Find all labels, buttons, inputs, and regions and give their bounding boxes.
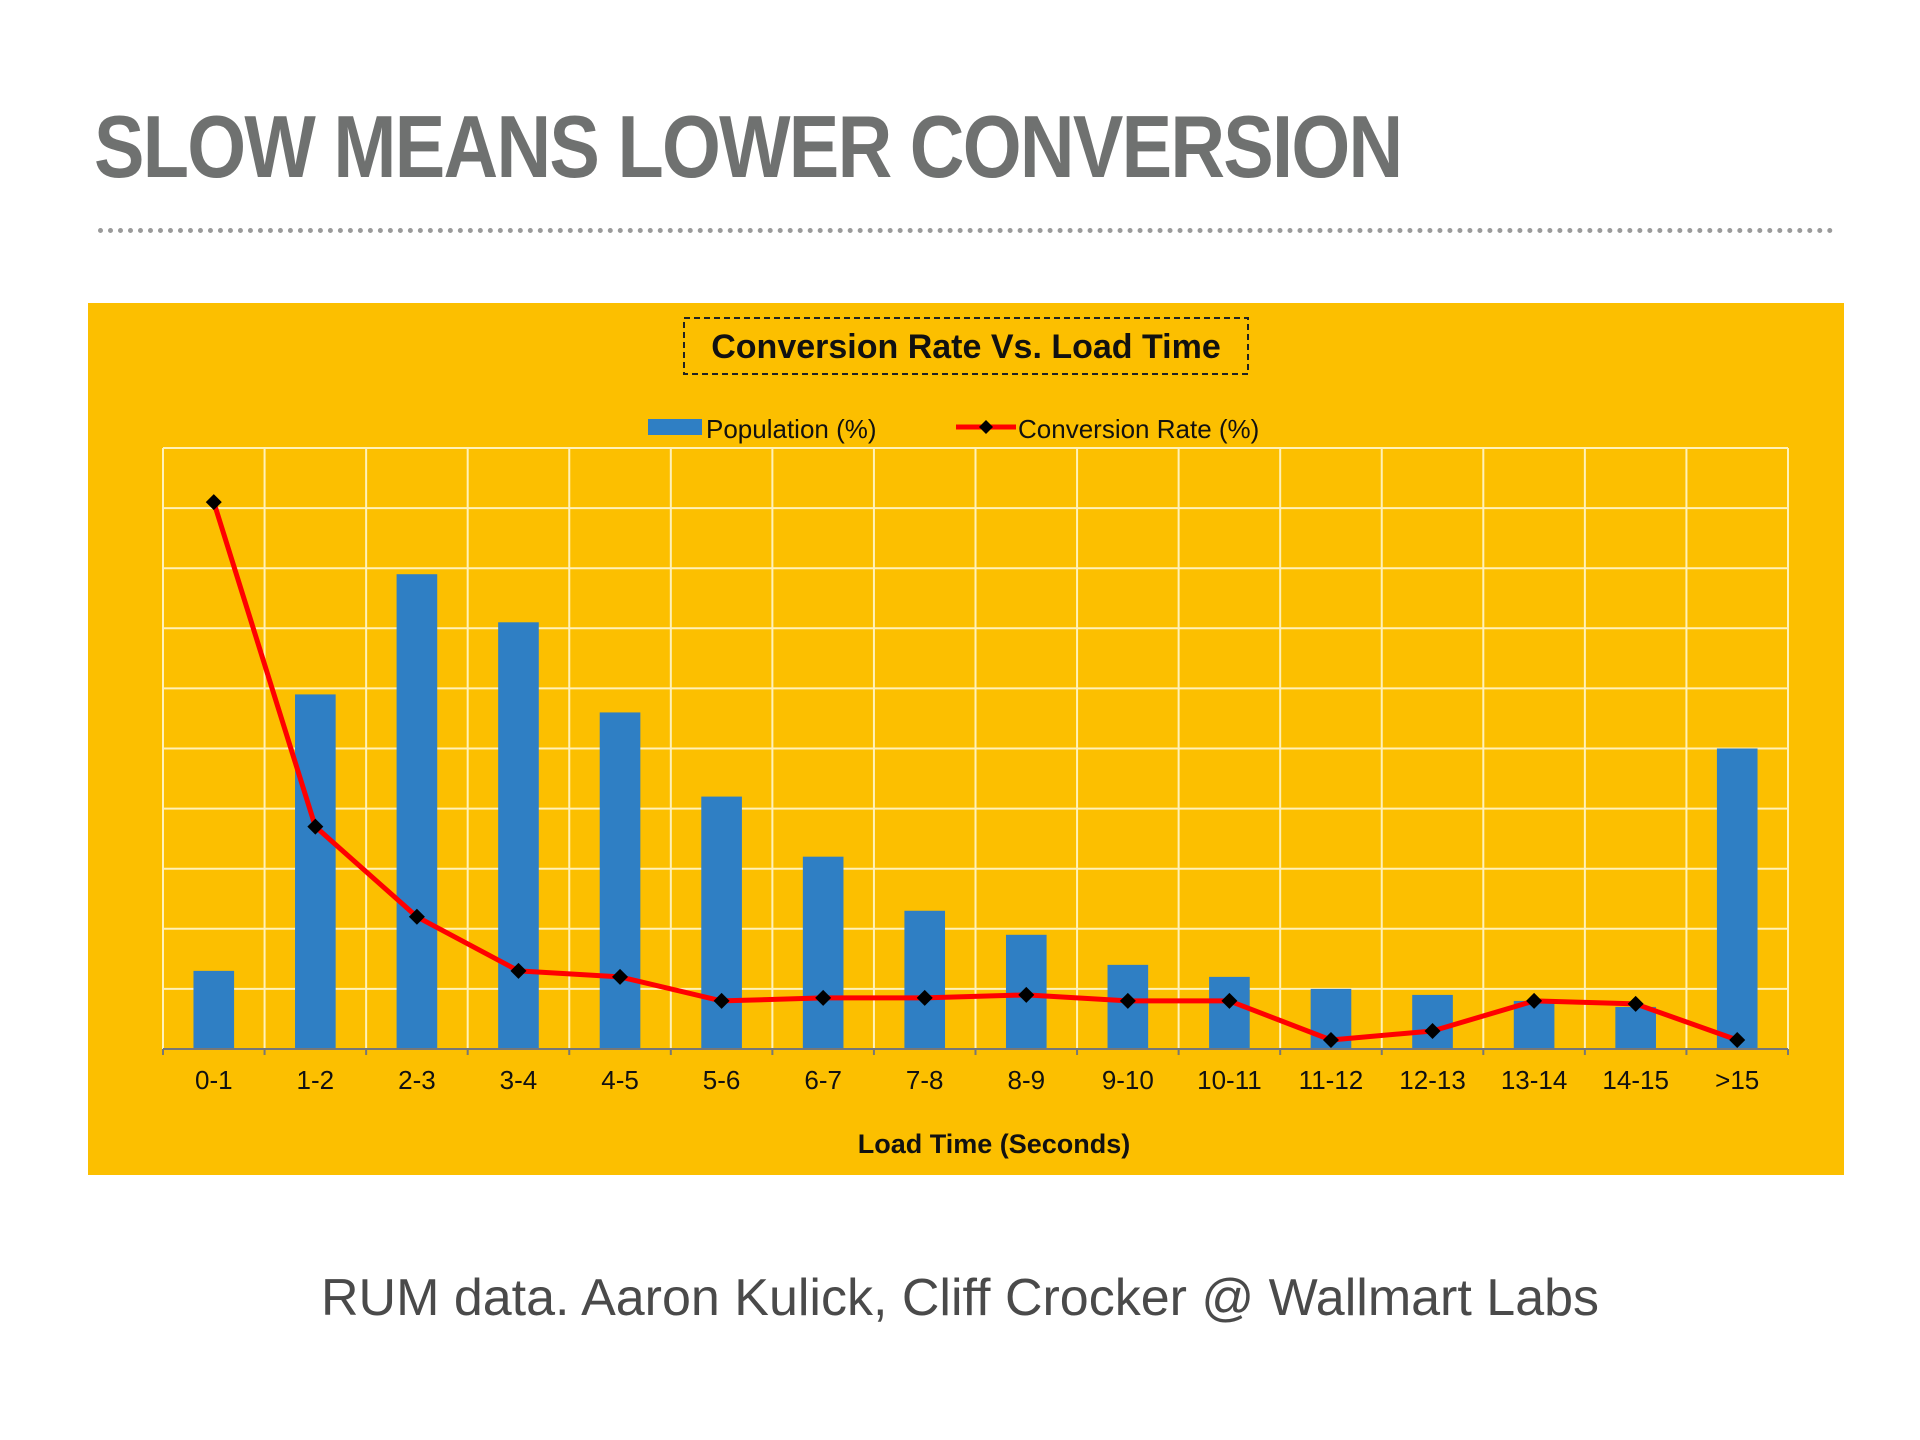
conversion-point-11-12 — [1322, 1031, 1339, 1048]
x-tick-label: 10-11 — [1197, 1065, 1262, 1095]
conversion-point-4-5 — [612, 968, 629, 985]
chart-title: Conversion Rate Vs. Load Time — [711, 328, 1221, 366]
x-tick-label: 12-13 — [1399, 1065, 1466, 1095]
conversion-point-14-15 — [1627, 995, 1644, 1012]
bar-1-2 — [295, 694, 336, 1049]
x-tick-label: 4-5 — [601, 1065, 639, 1095]
x-tick-label: 5-6 — [703, 1065, 741, 1095]
bar-3-4 — [498, 622, 539, 1049]
bar-0-1 — [193, 970, 235, 1049]
x-tick-label: >15 — [1715, 1065, 1759, 1095]
bar-13-14 — [1513, 1000, 1555, 1049]
x-axis-label: Load Time (Seconds) — [858, 1129, 1131, 1159]
conversion-point-8-9 — [1018, 986, 1035, 1003]
legend-bar-swatch — [648, 419, 702, 435]
legend-line-label: Conversion Rate (%) — [1018, 414, 1259, 444]
x-tick-label: 3-4 — [500, 1065, 538, 1095]
conversion-line — [205, 494, 1746, 1048]
x-tick-label: 1-2 — [297, 1065, 335, 1095]
x-tick-label: 7-8 — [906, 1065, 944, 1095]
x-tick-label: 14-15 — [1602, 1065, 1669, 1095]
conversion-point-0-1 — [205, 494, 222, 511]
chart: Conversion Rate Vs. Load Time Population… — [162, 317, 1789, 1159]
conversion-point-1-2 — [307, 818, 324, 835]
title-divider — [98, 228, 1834, 233]
legend-line-marker — [979, 420, 993, 434]
bars — [193, 574, 1758, 1049]
legend: Population (%) Conversion Rate (%) — [648, 414, 1259, 444]
legend-bar-label: Population (%) — [706, 414, 877, 444]
bar-2-3 — [396, 574, 438, 1049]
x-tick-label: 6-7 — [804, 1065, 842, 1095]
conversion-point-13-14 — [1526, 992, 1543, 1009]
x-tick-label: 13-14 — [1501, 1065, 1568, 1095]
chart-title-box — [683, 317, 1249, 375]
bar->15 — [1716, 748, 1758, 1049]
x-axis — [162, 1048, 1789, 1055]
x-tick-labels: 0-1 1-2 2-3 3-4 4-5 5-6 6-7 7-8 8-9 9-10 10-11 11-1… — [195, 1065, 1759, 1095]
conversion-point-2-3 — [408, 908, 425, 925]
bar-4-5 — [599, 712, 641, 1049]
conversion-point-3-4 — [510, 962, 527, 979]
bar-10-11 — [1209, 976, 1250, 1049]
bar-7-8 — [904, 910, 946, 1049]
x-tick-label: 0-1 — [195, 1065, 233, 1095]
bar-5-6 — [701, 796, 742, 1049]
conversion-point-7-8 — [916, 989, 933, 1006]
bar-14-15 — [1615, 1006, 1656, 1049]
slide-title: SLOW MEANS LOWER CONVERSION — [94, 97, 1403, 196]
grid — [162, 447, 1789, 1050]
conversion-point-10-11 — [1221, 992, 1238, 1009]
conversion-point->15 — [1729, 1031, 1746, 1048]
x-tick-label: 2-3 — [398, 1065, 436, 1095]
conversion-point-6-7 — [815, 989, 832, 1006]
bar-12-13 — [1412, 994, 1453, 1049]
conversion-point-9-10 — [1119, 992, 1136, 1009]
chart-panel: Conversion Rate Vs. Load Time Population… — [88, 303, 1844, 1175]
conversion-point-5-6 — [713, 992, 730, 1009]
bar-6-7 — [802, 856, 844, 1049]
x-tick-label: 8-9 — [1007, 1065, 1045, 1095]
caption: RUM data. Aaron Kulick, Cliff Crocker @ … — [320, 1269, 1600, 1327]
x-tick-label: 9-10 — [1102, 1065, 1154, 1095]
conversion-point-12-13 — [1424, 1022, 1441, 1039]
x-tick-label: 11-12 — [1299, 1065, 1364, 1095]
conversion-rate-line — [211, 501, 1739, 1043]
